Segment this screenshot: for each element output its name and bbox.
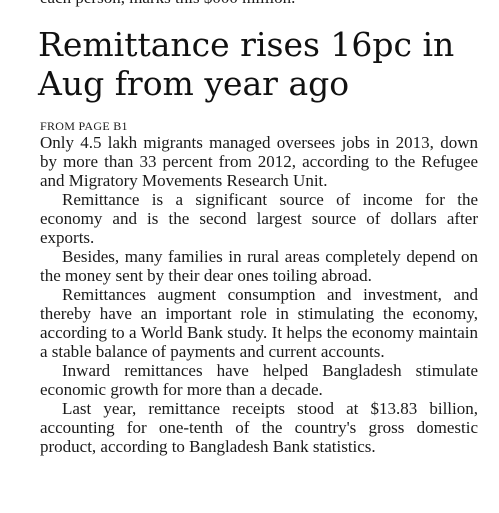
headline: Remittance rises 16pc in Aug from year a… [38, 25, 488, 103]
paragraph-4: Remittances augment consumption and inve… [40, 285, 478, 361]
clipped-previous-text: each person, marks this $000 million. [40, 0, 295, 8]
paragraph-2: Remittance is a significant source of in… [40, 190, 478, 247]
paragraph-5: Inward remittances have helped Banglades… [40, 361, 478, 399]
paragraph-3: Besides, many families in rural areas co… [40, 247, 478, 285]
article-body: Only 4.5 lakh migrants managed oversees … [40, 133, 478, 456]
paragraph-6: Last year, remittance receipts stood at … [40, 399, 478, 456]
headline-line-1: Remittance rises 16pc in [38, 25, 455, 64]
continued-from-label: FROM PAGE B1 [40, 119, 128, 133]
headline-line-2: Aug from year ago [38, 64, 350, 103]
paragraph-1: Only 4.5 lakh migrants managed oversees … [40, 133, 478, 190]
